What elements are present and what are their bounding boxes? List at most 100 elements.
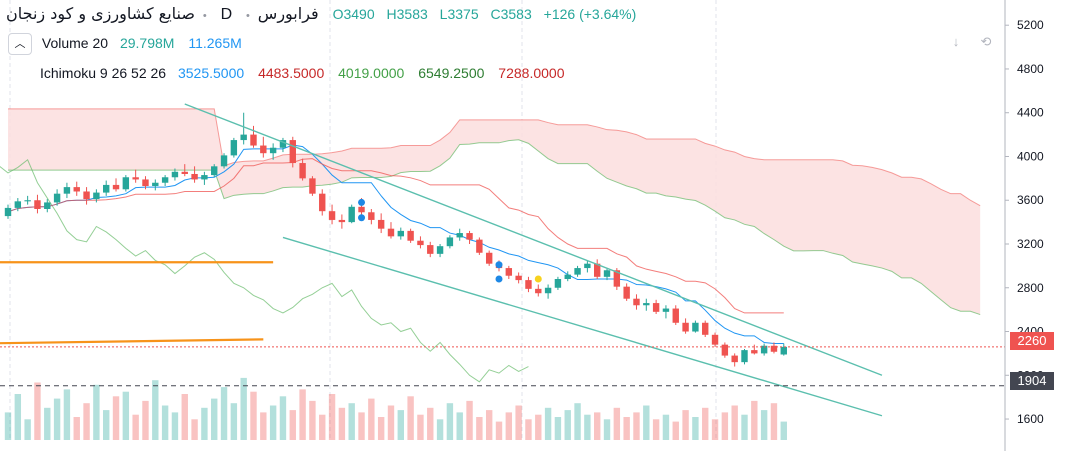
volume-bar [250,391,257,440]
candle-body [436,246,444,254]
candle-body [171,171,179,178]
candle-body [721,344,729,356]
separator-dot-2: • [246,10,250,22]
volume-bar [348,403,355,440]
candle-body [299,163,306,179]
volume-bar [505,412,513,440]
volume-bar [780,421,787,440]
volume-bar [485,410,493,440]
ichimoku-legend: Ichimoku 9 26 52 26 3525.5000 4483.5000 … [40,63,574,83]
volume-bar [770,403,778,440]
volume-bar [515,405,522,440]
candle-body [427,245,434,254]
candle-body [132,177,139,180]
candle-body [505,268,513,276]
candle-body [387,228,395,237]
candle-body [279,140,287,148]
refresh-icon[interactable]: ⟲ [980,34,992,49]
candle-body [44,202,51,209]
volume-bar [476,417,483,440]
y-tick-label: 5200 [1017,18,1044,32]
candle-body [623,286,630,299]
ichimoku-cloud [8,108,981,315]
volume-bar [662,414,670,440]
candle-body [554,279,562,288]
candle-body [309,178,316,194]
volume-bar [535,414,542,440]
candle-body [466,233,473,240]
volume-bar [407,396,414,440]
candle-body [112,184,120,190]
ichimoku-label[interactable]: Ichimoku 9 26 52 26 [40,65,167,81]
candle-body [770,345,778,352]
volume-bar [211,398,218,440]
candle-body [142,179,149,187]
channel-upper-trendline[interactable] [184,103,883,376]
candle-body [760,345,768,354]
volume-bar [191,419,198,440]
volume-bar [643,405,650,440]
candle-body [584,263,591,269]
chikou-span-line [0,158,529,383]
volume-bar [103,410,110,440]
volume-bar [603,419,611,440]
ohlc-open: O3490 [332,6,375,22]
candle-body [574,268,581,275]
horizontal-support-line-2[interactable] [0,338,264,345]
volume-bar [525,419,532,440]
volume-bar [328,394,336,440]
candle-body [456,233,463,238]
volume-bar [34,382,41,440]
volume-bar [93,384,100,440]
candle-body [63,187,71,194]
senkou-span-a-line [8,139,981,316]
candle-body [260,145,267,154]
volume-bar [83,403,90,440]
volume-bar [466,400,473,440]
candle-body [780,346,787,355]
candle-body [348,206,355,223]
volume-bar [142,400,149,440]
candle-body [152,182,159,187]
volume-bar [201,407,208,440]
down-arrow-icon[interactable]: ↓ [952,34,960,49]
volume-bar [73,417,80,440]
volume-bar [240,377,247,440]
y-tick-label: 4800 [1017,62,1044,76]
ichimoku-conversion-value: 3525.5000 [177,65,245,81]
symbol-name[interactable]: صنایع کشاورزی و کود زنجان [6,4,195,23]
volume-bar [731,405,738,440]
volume-bar [652,419,660,440]
volume-bar [564,410,571,440]
volume-bar [24,419,31,440]
candle-body [485,252,493,264]
candle-body [446,237,454,247]
volume-label[interactable]: Volume 20 [41,35,109,51]
ichimoku-span-a-value: 6549.2500 [418,65,485,81]
channel-lower-trendline[interactable] [282,236,883,417]
volume-bar [338,407,346,440]
volume-bar [171,412,179,440]
volume-bar [574,403,581,440]
volume-bar [672,421,679,440]
y-tick-label: 3600 [1017,193,1044,207]
exchange-label[interactable]: فرابورس [257,4,319,23]
volume-bar [456,412,463,440]
volume-bar [132,414,139,440]
volume-bar [613,407,621,440]
candle-body [211,166,218,176]
volume-bar [63,389,71,440]
volume-bar [319,414,326,440]
volume-bar [702,407,709,440]
volume-bar [427,407,434,440]
volume-bar [741,414,748,440]
candle-body [741,350,748,363]
chevron-up-icon[interactable]: ︿ [8,33,32,56]
candle-body [319,193,326,212]
interval-label[interactable]: D [220,6,233,23]
volume-bar [14,394,22,440]
candle-body [191,173,198,180]
volume-bar [711,419,719,440]
